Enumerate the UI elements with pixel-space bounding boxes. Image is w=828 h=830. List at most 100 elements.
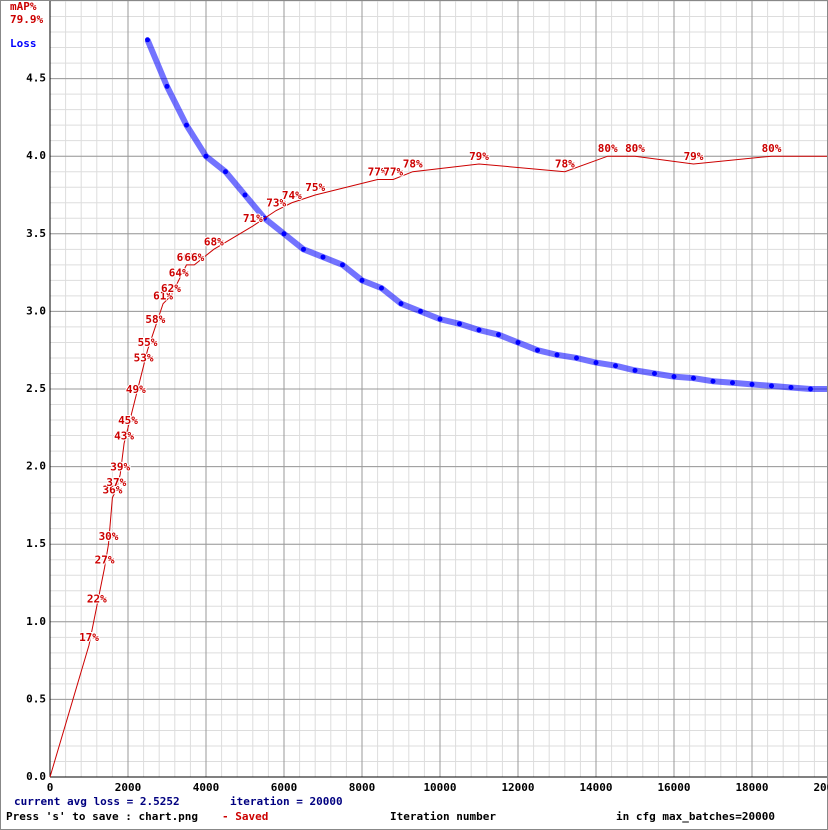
x-label: Iteration number <box>390 810 496 823</box>
status-iteration: iteration = 20000 <box>230 795 343 808</box>
loss-point <box>788 384 794 390</box>
map-label: 80% <box>762 142 782 155</box>
loss-point <box>340 262 345 268</box>
loss-point <box>613 363 618 369</box>
map-label: 17% <box>79 631 99 644</box>
loss-point <box>457 321 462 327</box>
map-label: 43% <box>114 429 134 442</box>
loss-point <box>691 375 696 381</box>
map-label: 64% <box>169 266 189 279</box>
loss-point <box>574 355 579 361</box>
map-label: 30% <box>99 530 119 543</box>
loss-point <box>242 192 248 198</box>
loss-point <box>652 370 657 376</box>
loss-point <box>535 347 540 353</box>
loss-point <box>593 360 599 366</box>
x-tick-label: 12000 <box>501 781 534 794</box>
map-label: 73% <box>266 197 286 210</box>
map-label: 78% <box>403 158 423 171</box>
loss-point <box>730 380 735 386</box>
map-label: 79% <box>469 150 489 163</box>
map-label: 49% <box>126 383 146 396</box>
map-label: 75% <box>305 181 325 194</box>
loss-point <box>437 316 443 322</box>
saved-note: - Saved <box>222 810 268 823</box>
map-label: 74% <box>282 189 302 202</box>
loss-point <box>223 169 228 175</box>
map-label: 45% <box>118 414 138 427</box>
map-label: 77% <box>368 165 388 178</box>
map-current: 79.9% <box>10 13 43 26</box>
loss-point <box>359 277 365 283</box>
map-label: 77% <box>383 165 403 178</box>
loss-point <box>749 381 755 387</box>
y-label: Loss <box>10 37 37 50</box>
save-hint: Press 's' to save : chart.png <box>6 810 198 823</box>
x-tick-label: 20000 <box>813 781 828 794</box>
map-label: 58% <box>145 313 165 326</box>
x-tick-label: 14000 <box>579 781 612 794</box>
loss-point <box>184 122 189 128</box>
status-loss: current avg loss = 2.5252 <box>14 795 180 808</box>
loss-point <box>281 231 287 237</box>
x-tick-label: 6000 <box>271 781 298 794</box>
y-tick-label: 2.0 <box>26 460 46 473</box>
loss-point <box>320 254 326 260</box>
x-tick-label: 18000 <box>735 781 768 794</box>
loss-point <box>515 339 521 345</box>
loss-line <box>144 38 828 392</box>
map-label: 36% <box>102 484 122 497</box>
map-line <box>49 155 828 778</box>
map-label: 79% <box>684 150 704 163</box>
loss-point <box>671 374 677 380</box>
loss-point <box>710 378 716 384</box>
loss-point <box>769 383 774 389</box>
map-label: 55% <box>138 336 158 349</box>
x-tick-label: 10000 <box>423 781 456 794</box>
loss-point <box>418 308 423 314</box>
loss-point <box>808 386 813 392</box>
x-tick-label: 2000 <box>115 781 142 794</box>
y-tick-label: 4.0 <box>26 149 46 162</box>
plot: 17% 22% 27% 30% 36%37% 39% 43% 45% 49% 53% 55% 58% 6… <box>49 37 828 778</box>
loss-point <box>496 332 501 338</box>
y-tick-label: 4.5 <box>26 72 46 85</box>
y-tick-label: 1.0 <box>26 615 46 628</box>
x-tick-label: 16000 <box>657 781 690 794</box>
x-tick-label: 4000 <box>193 781 220 794</box>
map-label: 80% <box>625 142 645 155</box>
loss-point <box>164 83 170 89</box>
loss-point <box>301 246 306 252</box>
loss-point <box>145 37 150 43</box>
map-label: 80% <box>598 142 618 155</box>
y-tick-label: 3.5 <box>26 227 46 240</box>
map-label: 37% <box>106 476 126 489</box>
y-tick-label: 2.5 <box>26 382 46 395</box>
y-tick-label: 0.5 <box>26 692 46 705</box>
x-tick-label: 0 <box>47 781 54 794</box>
map-label: 78% <box>555 158 575 171</box>
map-label: 71% <box>243 212 263 225</box>
map-label: 39% <box>110 460 130 473</box>
loss-point <box>632 367 638 373</box>
map-label: 53% <box>134 352 154 365</box>
y-tick-label: 3.0 <box>26 304 46 317</box>
y2-label: mAP% <box>10 0 37 13</box>
y-tick-label: 1.5 <box>26 537 46 550</box>
loss-point <box>398 301 404 307</box>
max-batches: in cfg max_batches=20000 <box>616 810 775 823</box>
x-tick-label: 8000 <box>349 781 376 794</box>
map-label: 61% <box>153 290 173 303</box>
map-label: 66% <box>184 251 204 264</box>
map-label: 66% <box>177 251 197 264</box>
y-tick-label: 0.0 <box>26 770 46 783</box>
map-label: 62% <box>161 282 181 295</box>
loss-point <box>554 352 560 358</box>
loss-point <box>379 285 384 291</box>
map-label: 27% <box>95 553 115 566</box>
loss-point <box>476 327 482 333</box>
loss-point <box>203 153 209 159</box>
map-label: 68% <box>204 235 224 248</box>
